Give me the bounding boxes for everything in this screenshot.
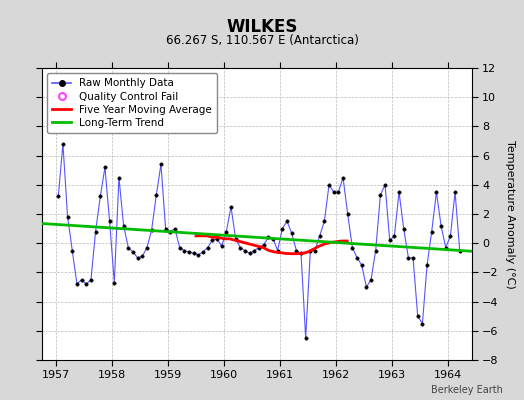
Y-axis label: Temperature Anomaly (°C): Temperature Anomaly (°C) xyxy=(505,140,515,288)
Text: WILKES: WILKES xyxy=(226,18,298,36)
Text: 66.267 S, 110.567 E (Antarctica): 66.267 S, 110.567 E (Antarctica) xyxy=(166,34,358,47)
Text: Berkeley Earth: Berkeley Earth xyxy=(431,385,503,395)
Legend: Raw Monthly Data, Quality Control Fail, Five Year Moving Average, Long-Term Tren: Raw Monthly Data, Quality Control Fail, … xyxy=(47,73,217,133)
